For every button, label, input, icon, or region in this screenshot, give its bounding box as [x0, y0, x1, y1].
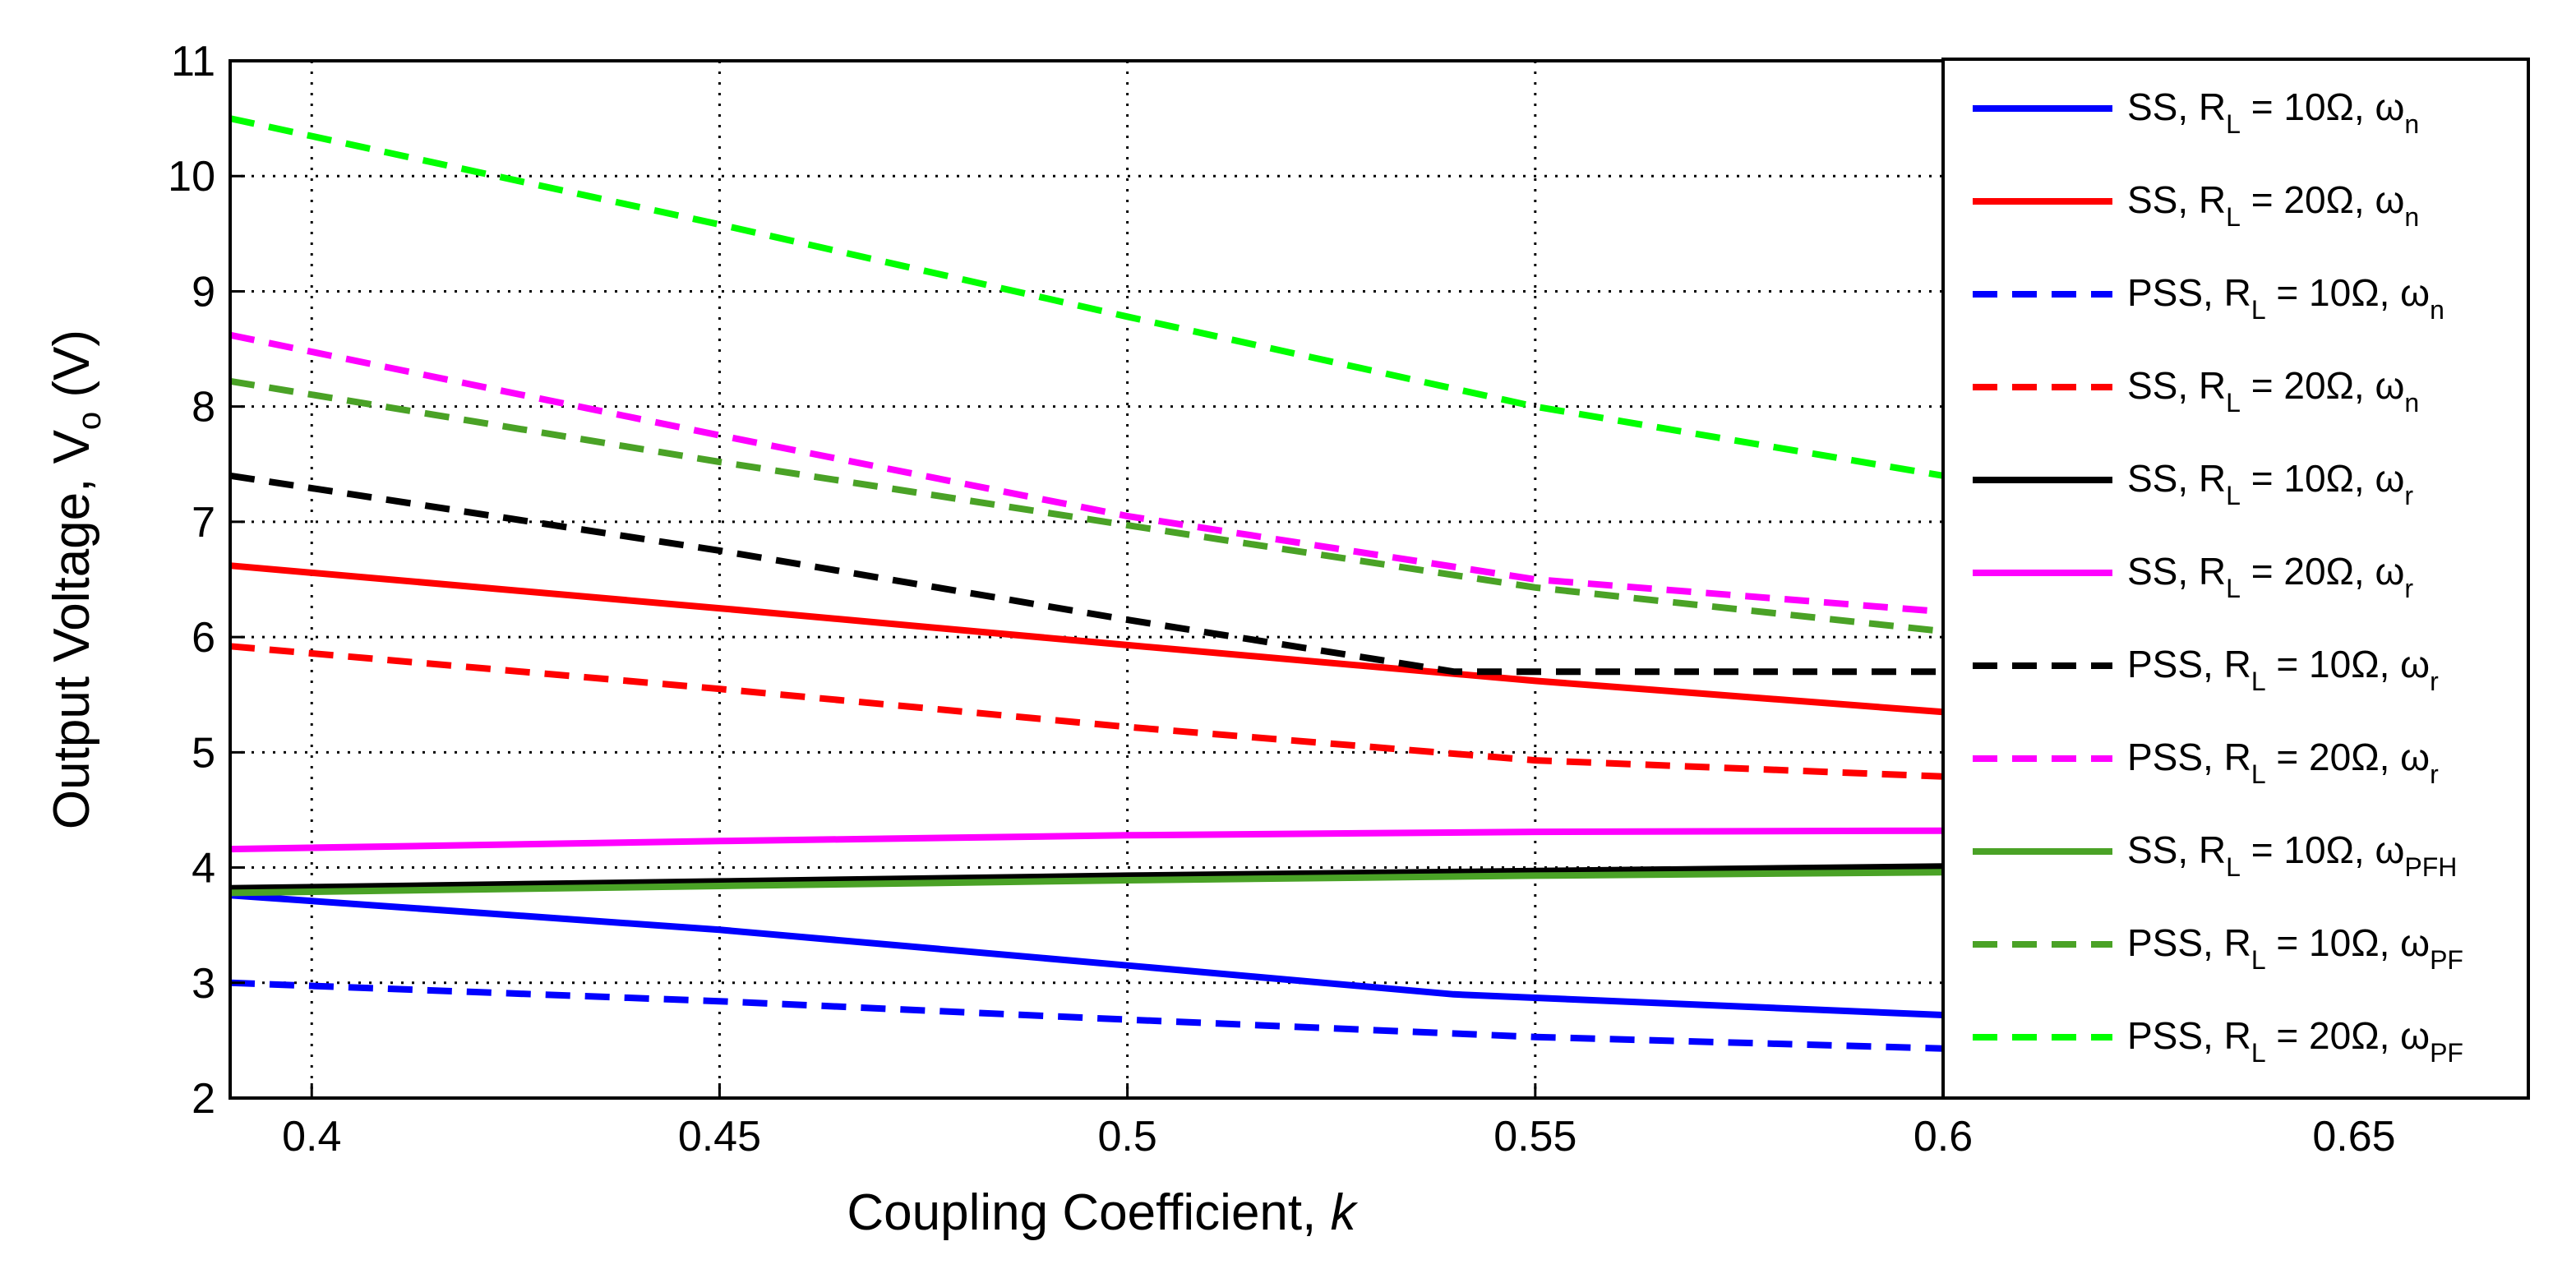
series-line-10 — [229, 377, 1944, 635]
x-tick-label: 0.5 — [1097, 1113, 1156, 1161]
series-line-8 — [229, 331, 1944, 616]
y-tick-label: 11 — [171, 38, 215, 85]
legend-label: SS, RL = 20Ω, ωn — [2127, 178, 2419, 232]
y-tick-label: 6 — [192, 614, 215, 662]
y-axis-label: Output Voltage, Vo (V) — [44, 330, 108, 829]
series-line-9 — [229, 869, 1944, 897]
y-tick-label: 3 — [192, 960, 215, 1008]
y-tick-label: 8 — [192, 384, 215, 431]
x-axis-label: Coupling Coefficient, k — [847, 1184, 1358, 1241]
legend-label: PSS, RL = 10Ω, ωPF — [2127, 921, 2463, 975]
legend-label: SS, RL = 10Ω, ωn — [2127, 85, 2419, 139]
y-tick-label: 7 — [192, 499, 215, 547]
series-line-5 — [229, 863, 1944, 892]
legend-label: SS, RL = 10Ω, ωPFH — [2127, 828, 2457, 882]
series-line-1 — [229, 892, 1944, 1018]
x-tick-label: 0.4 — [282, 1113, 341, 1161]
x-tick-label: 0.55 — [1493, 1113, 1577, 1161]
x-tick-label-extra: 0.65 — [2312, 1113, 2395, 1161]
legend-label: SS, RL = 20Ω, ωr — [2127, 550, 2413, 603]
series-line-4 — [229, 643, 1944, 780]
legend-label: PSS, RL = 10Ω, ωn — [2127, 271, 2444, 325]
plot-area-frame — [229, 59, 1945, 1100]
series-line-7 — [229, 472, 1943, 676]
x-tick-label: 0.45 — [678, 1113, 761, 1161]
legend-label: SS, RL = 20Ω, ωn — [2127, 364, 2419, 418]
legend-label: SS, RL = 10Ω, ωr — [2127, 457, 2413, 510]
series-line-2 — [229, 562, 1944, 716]
y-tick-label: 5 — [192, 729, 215, 777]
series-line-11 — [229, 115, 1944, 479]
y-tick-label: 2 — [192, 1075, 215, 1123]
y-tick-label: 10 — [168, 153, 215, 201]
y-tick-label: 4 — [192, 845, 215, 893]
legend-box — [1941, 58, 2530, 1100]
series-line-3 — [229, 979, 1944, 1052]
legend: SS, RL = 10Ω, ωn SS, RL = 20Ω, ωn PSS, RL … — [1941, 58, 2530, 1100]
legend-label: PSS, RL = 10Ω, ωr — [2127, 643, 2439, 696]
x-tick-label: 0.6 — [1914, 1113, 1973, 1161]
legend-label: PSS, RL = 20Ω, ωr — [2127, 736, 2439, 789]
axis-ticks: 2 3 4 5 6 7 8 9 10 11 0.4 0.45 0.5 0.55 0.6 0.65 — [168, 38, 2395, 1161]
y-tick-label: 9 — [192, 268, 215, 316]
legend-label: PSS, RL = 20Ω, ωPF — [2127, 1014, 2463, 1068]
series-line-6 — [229, 827, 1944, 853]
series-lines — [229, 115, 1944, 1052]
grid-lines — [230, 61, 1943, 1098]
